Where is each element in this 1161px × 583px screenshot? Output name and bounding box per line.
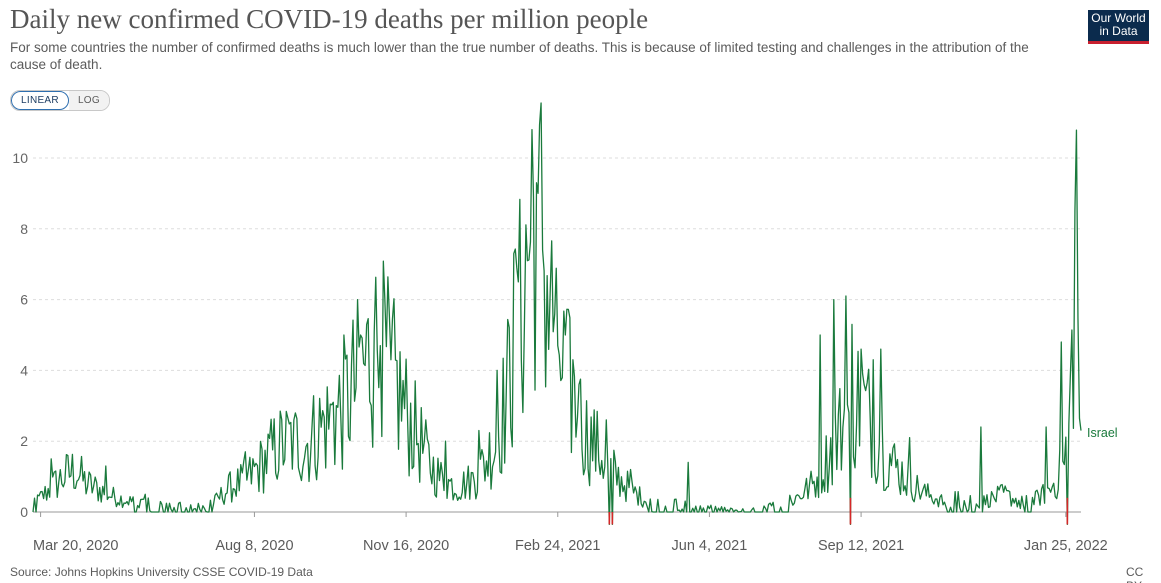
series-line-israel: [32, 102, 1082, 526]
y-tick-label: 10: [12, 150, 28, 166]
x-tick-label: Mar 20, 2020: [33, 538, 118, 554]
logo-line-2: in Data: [1099, 23, 1138, 38]
y-tick-label: 8: [20, 221, 28, 237]
logo-line-1: Our World: [1091, 11, 1146, 25]
x-tick-label: Jan 25, 2022: [1024, 538, 1108, 554]
chart-subtitle: For some countries the number of confirm…: [10, 40, 1029, 72]
source-note: Source: Johns Hopkins University CSSE CO…: [10, 565, 313, 579]
series-label-israel: Israel: [1087, 426, 1118, 440]
owid-logo[interactable]: Our World in Data: [1088, 10, 1149, 44]
license-link[interactable]: CC BY: [1126, 565, 1144, 583]
scale-log-button[interactable]: LOG: [68, 91, 109, 110]
chart-title: Daily new confirmed COVID-19 deaths per …: [10, 4, 649, 34]
x-tick-label: Jun 4, 2021: [672, 538, 748, 554]
y-tick-label: 0: [20, 504, 28, 520]
scale-toggle[interactable]: LINEAR LOG: [10, 90, 110, 111]
y-tick-label: 4: [20, 362, 28, 378]
scale-linear-button[interactable]: LINEAR: [11, 91, 69, 110]
x-tick-label: Feb 24, 2021: [515, 538, 600, 554]
y-tick-label: 2: [20, 433, 28, 449]
x-tick-label: Aug 8, 2020: [215, 538, 293, 554]
x-tick-label: Nov 16, 2020: [363, 538, 449, 554]
y-tick-label: 6: [20, 292, 28, 308]
x-tick-label: Sep 12, 2021: [818, 538, 904, 554]
